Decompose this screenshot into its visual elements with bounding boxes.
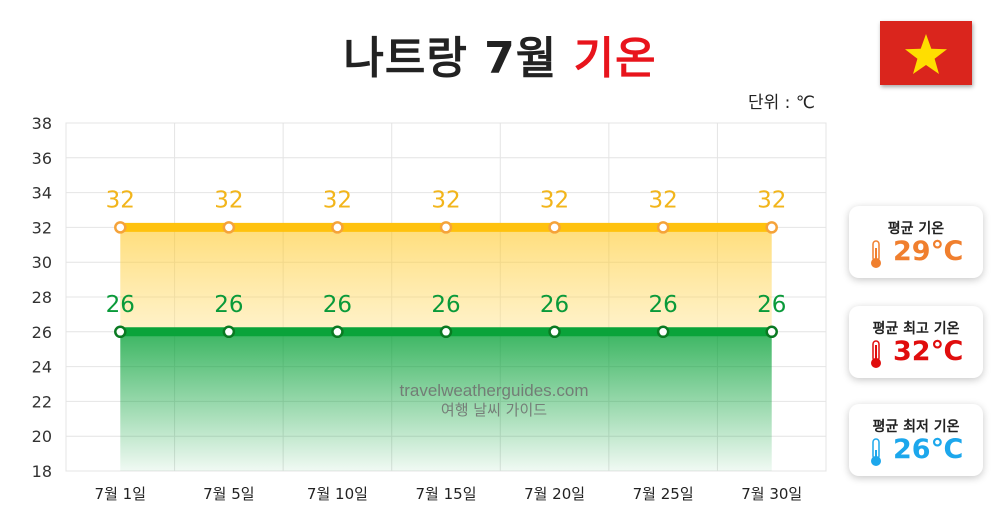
high-point [114,221,127,234]
high-data-label: 32 [540,187,569,213]
high-point [331,221,344,234]
y-tick-label: 24 [32,358,52,377]
x-tick-label: 7월 15일 [416,485,477,503]
low-point [548,325,561,339]
x-tick-label: 7월 25일 [633,485,694,503]
low-data-label: 26 [757,292,786,318]
y-tick-label: 26 [32,323,52,342]
low-point [331,325,344,339]
chart-lines [114,221,778,339]
high-data-label: 32 [106,187,135,213]
avg-low-value: 26℃ [893,434,964,465]
high-point [656,221,670,234]
watermark-line2: 여행 날씨 가이드 [441,401,547,419]
high-point [765,221,778,234]
avg-high-value: 32℃ [893,336,964,367]
high-point [222,221,236,234]
low-data-label: 26 [106,292,135,318]
low-data-label: 26 [214,292,243,318]
chart-areas [120,227,772,471]
y-tick-label: 38 [32,114,52,133]
high-area [120,227,772,332]
watermark-line1: travelweatherguides.com [400,381,589,400]
temperature-chart: 18 20 22 24 26 28 30 32 34 36 38 7월 1일 7월 5일 7월 10일 7월… [32,114,827,503]
low-point [439,325,453,339]
y-tick-label: 20 [32,427,52,446]
avg-high-label: 평균 최고 기온 [872,321,960,337]
page-title: 나트랑 7월 기온 [0,22,1000,86]
avg-temp-card: 평균 기온 29℃ [849,206,983,278]
title-highlight: 기온 [573,33,657,84]
y-tick-label: 28 [32,288,52,307]
high-data-label: 32 [649,187,678,213]
high-data-label: 32 [214,187,243,213]
title-main: 나트랑 7월 [343,33,558,84]
vietnam-flag-icon [880,21,972,85]
thermometer-blue-icon [871,438,881,466]
avg-low-card: 평균 최저 기온 26℃ [849,404,983,476]
x-tick-label: 7월 5일 [203,485,254,503]
chart-labels: 32 32 32 32 32 32 32 26 26 26 26 26 26 26 [106,187,787,317]
avg-high-card: 평균 최고 기온 32℃ [849,306,983,378]
low-data-label: 26 [540,292,569,318]
high-point [439,221,453,234]
thermometer-red-icon [871,340,881,368]
y-tick-label: 32 [32,218,52,237]
x-tick-label: 7월 10일 [307,485,368,503]
high-point [548,221,561,234]
low-data-label: 26 [649,292,678,318]
x-tick-label: 7월 20일 [524,485,585,503]
low-point [114,325,127,339]
avg-temp-value: 29℃ [893,236,964,267]
y-tick-label: 22 [32,392,52,411]
unit-label: 단위 : ℃ [748,93,815,113]
low-point [765,325,778,339]
low-point [222,325,236,339]
low-data-label: 26 [323,292,352,318]
low-data-label: 26 [431,292,460,318]
y-tick-label: 18 [32,462,52,481]
y-tick-label: 34 [32,184,52,203]
avg-low-label: 평균 최저 기온 [872,419,960,435]
high-data-label: 32 [323,187,352,213]
thermometer-orange-icon [871,240,881,268]
low-point [656,325,670,339]
high-data-label: 32 [757,187,786,213]
low-area [120,331,772,471]
avg-temp-label: 평균 기온 [887,221,945,237]
y-tick-label: 36 [32,149,52,168]
x-tick-label: 7월 30일 [741,485,802,503]
y-tick-label: 30 [32,253,52,272]
high-data-label: 32 [431,187,460,213]
x-tick-label: 7월 1일 [95,485,146,503]
